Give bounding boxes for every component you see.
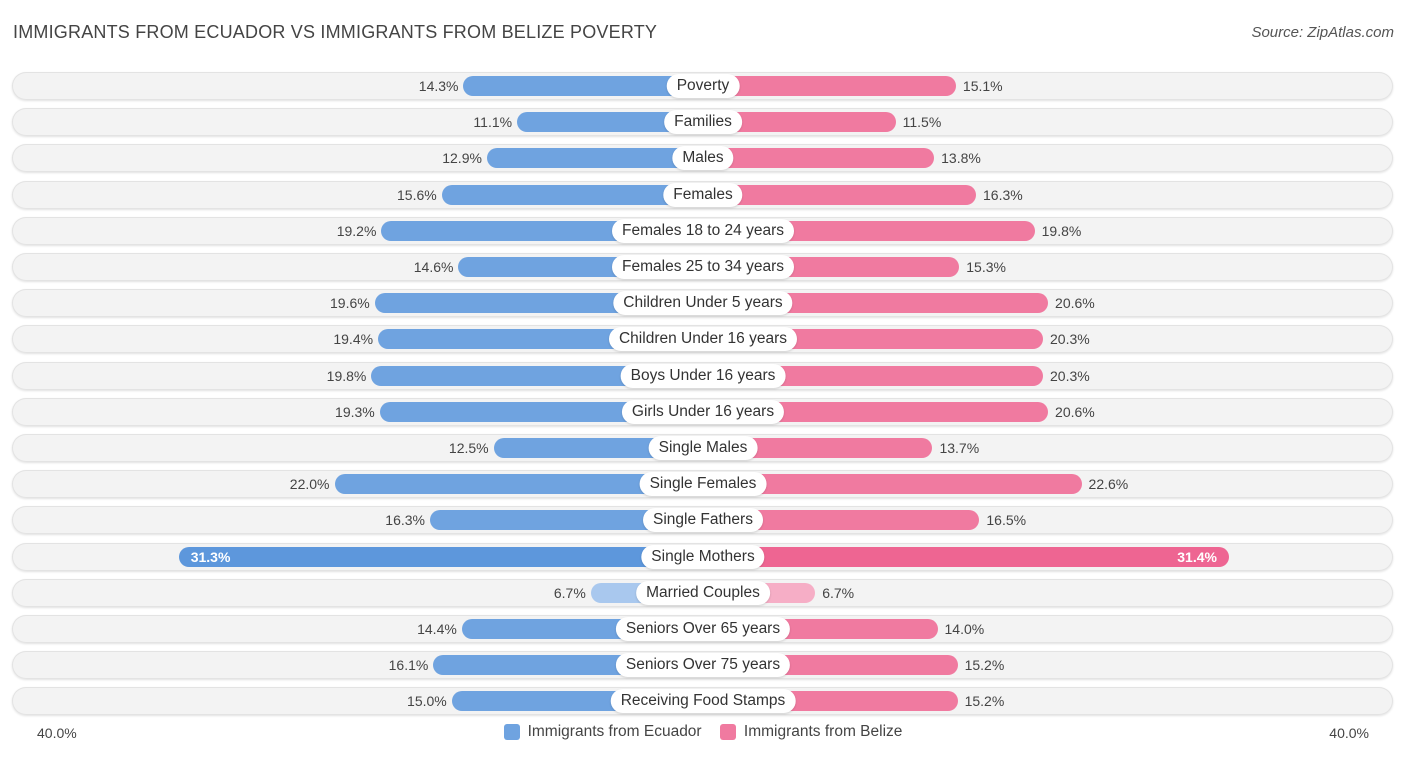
value-label-belize: 14.0% xyxy=(944,621,985,637)
value-label-belize: 31.4% xyxy=(1177,548,1217,565)
category-label: Families xyxy=(664,110,742,135)
category-label: Married Couples xyxy=(636,580,770,605)
value-label-ecuador: 31.3% xyxy=(190,548,231,565)
value-label-belize: 15.1% xyxy=(962,78,1003,94)
category-label: Males xyxy=(672,146,734,171)
value-label-ecuador: 15.0% xyxy=(407,693,447,710)
bar-belize[interactable] xyxy=(703,184,977,205)
value-label-ecuador: 12.5% xyxy=(448,440,489,456)
category-label: Girls Under 16 years xyxy=(621,399,785,424)
bar-belize[interactable] xyxy=(703,148,935,169)
bar-belize[interactable] xyxy=(703,76,956,96)
value-label-belize: 20.6% xyxy=(1055,403,1095,420)
value-label-ecuador: 16.1% xyxy=(388,657,429,674)
value-label-belize: 6.7% xyxy=(822,584,855,601)
legend-item-ecuador[interactable]: Immigrants from Ecuador xyxy=(503,723,702,741)
value-label-belize: 20.6% xyxy=(1055,295,1095,312)
value-label-ecuador: 19.8% xyxy=(326,367,367,384)
legend-swatch-ecuador xyxy=(503,724,520,740)
category-label: Children Under 16 years xyxy=(608,327,798,352)
value-label-ecuador: 15.6% xyxy=(397,186,437,203)
value-label-ecuador: 14.3% xyxy=(418,78,459,94)
value-label-ecuador: 19.2% xyxy=(336,222,377,239)
value-label-belize: 19.8% xyxy=(1041,222,1082,239)
bar-ecuador[interactable] xyxy=(517,112,703,133)
value-label-ecuador: 14.4% xyxy=(417,621,457,637)
axis-max-label: 40.0% xyxy=(1329,725,1369,741)
legend-label-ecuador: Immigrants from Ecuador xyxy=(527,723,702,740)
category-label: Boys Under 16 years xyxy=(620,363,786,388)
category-label: Females xyxy=(663,182,743,207)
source-credit: Source: ZipAtlas.com xyxy=(1251,24,1394,41)
category-label: Single Fathers xyxy=(643,508,763,533)
value-label-belize: 15.3% xyxy=(966,259,1006,275)
legend: Immigrants from Ecuador Immigrants from … xyxy=(0,723,1406,745)
chart-title: IMMIGRANTS FROM ECUADOR VS IMMIGRANTS FR… xyxy=(13,22,658,42)
legend-swatch-belize xyxy=(719,724,736,740)
value-label-belize: 13.7% xyxy=(939,440,980,456)
value-label-ecuador: 19.4% xyxy=(333,331,374,348)
category-label: Seniors Over 75 years xyxy=(615,653,791,678)
bar-ecuador[interactable] xyxy=(429,510,703,531)
bar-ecuador[interactable] xyxy=(178,546,703,567)
category-label: Females 25 to 34 years xyxy=(612,255,794,279)
value-label-belize: 11.5% xyxy=(902,114,942,131)
bar-belize[interactable] xyxy=(703,510,980,531)
bar-belize[interactable] xyxy=(703,112,896,133)
category-label: Females 18 to 24 years xyxy=(612,218,794,243)
value-label-ecuador: 22.0% xyxy=(289,476,330,493)
value-label-belize: 20.3% xyxy=(1050,367,1090,384)
value-label-belize: 15.2% xyxy=(964,693,1005,710)
legend-label-belize: Immigrants from Belize xyxy=(743,723,903,740)
value-label-belize: 13.8% xyxy=(941,150,981,167)
value-label-belize: 16.5% xyxy=(986,512,1027,529)
bar-ecuador[interactable] xyxy=(441,184,703,205)
category-label: Seniors Over 65 years xyxy=(615,617,791,641)
bar-ecuador[interactable] xyxy=(371,365,703,386)
axis-min-label: 40.0% xyxy=(37,725,77,741)
value-label-belize: 22.6% xyxy=(1088,476,1129,493)
bar-ecuador[interactable] xyxy=(486,148,703,169)
category-label: Single Females xyxy=(639,472,767,497)
bar-belize[interactable] xyxy=(703,365,1044,386)
value-label-ecuador: 11.1% xyxy=(473,114,513,131)
value-label-ecuador: 16.3% xyxy=(385,512,425,529)
bar-ecuador[interactable] xyxy=(334,474,703,495)
category-label: Single Males xyxy=(648,436,758,460)
category-label: Poverty xyxy=(666,74,740,98)
value-label-ecuador: 12.9% xyxy=(442,150,482,167)
legend-item-belize[interactable]: Immigrants from Belize xyxy=(719,723,903,741)
bar-belize[interactable] xyxy=(703,546,1229,567)
category-label: Receiving Food Stamps xyxy=(610,689,796,714)
value-label-ecuador: 6.7% xyxy=(553,584,586,601)
bar-belize[interactable] xyxy=(703,438,933,458)
bar-ecuador[interactable] xyxy=(463,76,703,96)
category-label: Children Under 5 years xyxy=(613,291,793,316)
category-label: Single Mothers xyxy=(641,544,765,569)
value-label-ecuador: 19.3% xyxy=(335,403,375,420)
value-label-ecuador: 19.6% xyxy=(330,295,370,312)
value-label-ecuador: 14.6% xyxy=(413,259,454,275)
bar-belize[interactable] xyxy=(703,474,1082,495)
bar-belize[interactable] xyxy=(703,401,1049,422)
value-label-belize: 16.3% xyxy=(983,186,1023,203)
value-label-belize: 15.2% xyxy=(964,657,1005,674)
value-label-belize: 20.3% xyxy=(1050,331,1090,348)
